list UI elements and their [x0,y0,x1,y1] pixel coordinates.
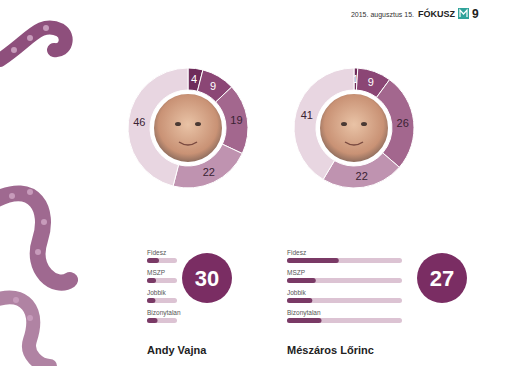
data-label: 9 [210,80,216,92]
bar-chart: Fidesz MSZP Jobbik Bizonytalan 30 [147,249,232,323]
bar-chart: Fidesz MSZP Jobbik Bizonytalan 27 [287,249,467,323]
logo [458,8,469,19]
sucker [27,315,33,321]
donut: 19262241 [294,68,414,188]
category-label: Bizonytalan [147,309,181,317]
category-label: MSZP [287,269,305,276]
category-label: Jobbik [147,289,167,296]
tentacles [0,25,70,366]
bar [147,298,155,303]
tentacle [0,194,70,283]
bar-track [287,298,402,303]
score-circle [182,253,232,303]
portrait-mouth [345,142,363,145]
category-label: MSZP [147,269,165,276]
sucker [27,35,33,41]
bars [287,258,402,323]
category-label: Bizonytalan [287,309,321,317]
sucker [43,25,49,31]
category-label: Jobbik [287,289,307,296]
portrait-eye [361,122,367,126]
page-number: 9 [472,7,479,21]
bar [287,278,316,283]
data-label: 19 [230,114,242,126]
portrait-eye [175,122,181,126]
sucker [41,219,47,225]
bar-track [147,258,177,263]
bar [147,318,158,323]
category-label: Fidesz [287,249,306,256]
bar-track [147,278,177,283]
page: 2015. augusztus 15. FÓKUSZ 9 4 9 19 22 46 Andy V… [0,0,510,366]
bar [287,258,339,263]
tentacle [0,27,66,60]
bar-track [147,318,177,323]
sucker [27,189,33,195]
sucker [11,47,17,53]
sucker [13,297,19,303]
portrait-eye [341,122,347,126]
data-label: 26 [397,117,409,129]
data-label: 41 [301,109,313,121]
sucker [9,193,15,199]
score-circle [417,253,467,303]
bar [147,278,156,283]
data-label: 22 [356,170,368,182]
portrait [153,93,223,163]
bar-track [287,318,402,323]
person-name: Mészáros Lőrinc [287,344,374,356]
bar-track [147,298,177,303]
bar [147,258,159,263]
data-label: 46 [133,116,145,128]
data-label: 22 [203,166,215,178]
header-magazine: FÓKUSZ [418,8,456,19]
portrait [319,93,389,163]
logo-mark [460,10,467,17]
bar [287,298,312,303]
sucker [35,249,41,255]
donut: 4 9 19 22 46 [128,68,248,188]
bar [287,318,322,323]
tentacle [0,297,50,366]
person-name: Andy Vajna [147,344,207,356]
portrait-eye [195,122,201,126]
score: 30 [195,266,219,291]
data-label: 4 [191,73,197,85]
header-date: 2015. augusztus 15. [351,11,414,19]
data-label: 9 [368,76,374,88]
score: 27 [430,266,454,291]
portrait-mouth [179,142,197,145]
category-label: Fidesz [147,249,166,256]
bar-track [287,258,402,263]
bar-track [287,278,402,283]
